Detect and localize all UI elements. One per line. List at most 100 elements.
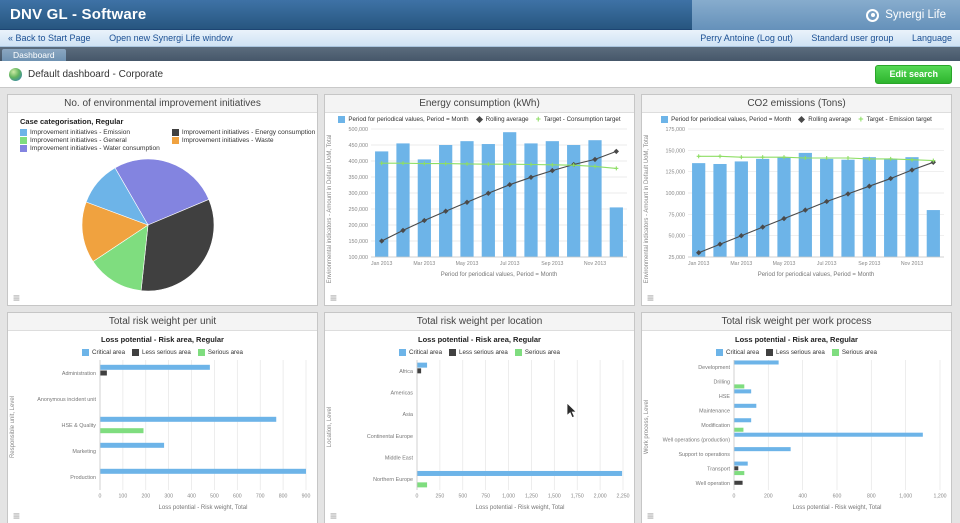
panel-body: Loss potential - Risk area, Regular Crit… bbox=[8, 331, 317, 523]
legend-marker-icon bbox=[171, 129, 179, 136]
legend-item: Less serious area bbox=[132, 349, 191, 356]
legend-marker-icon bbox=[20, 129, 27, 136]
svg-text:200: 200 bbox=[764, 494, 773, 500]
legend-item: Less serious area bbox=[766, 349, 825, 356]
legend-marker-icon bbox=[20, 145, 27, 152]
svg-text:250,000: 250,000 bbox=[349, 207, 369, 213]
legend-label: Rolling average bbox=[485, 116, 529, 123]
dashboard-content: No. of environmental improvement initiat… bbox=[0, 88, 960, 523]
energy-bar-chart: 100,000 150,000 200,000 250,000 300,000 350,0… bbox=[349, 127, 627, 278]
tab-dashboard[interactable]: Dashboard bbox=[2, 49, 66, 61]
panel-menu-button[interactable]: ≡ bbox=[13, 291, 21, 305]
svg-text:HSE & Quality: HSE & Quality bbox=[62, 423, 97, 429]
svg-text:350,000: 350,000 bbox=[349, 175, 369, 181]
svg-text:Sep 2013: Sep 2013 bbox=[858, 261, 880, 267]
legend-item: Improvement initiatives - Energy consump… bbox=[171, 129, 315, 136]
svg-text:Maintenance: Maintenance bbox=[699, 409, 730, 415]
svg-text:Sep 2013: Sep 2013 bbox=[541, 261, 563, 267]
legend-marker-icon bbox=[171, 137, 179, 144]
legend-item: Serious area bbox=[514, 349, 560, 356]
svg-text:Northern Europe: Northern Europe bbox=[373, 477, 413, 483]
breadcrumb-bar: Default dashboard - Corporate Edit searc… bbox=[0, 61, 960, 88]
language-link[interactable]: Language bbox=[911, 33, 952, 43]
svg-text:100: 100 bbox=[119, 494, 128, 500]
svg-text:300: 300 bbox=[164, 494, 173, 500]
svg-text:Jul 2013: Jul 2013 bbox=[817, 261, 837, 267]
breadcrumb: Default dashboard - Corporate bbox=[28, 68, 164, 80]
legend-marker-icon bbox=[514, 349, 522, 356]
svg-text:Development: Development bbox=[698, 365, 730, 371]
legend-marker-icon bbox=[399, 349, 407, 356]
location-legend: Critical area Less serious area Serious ar… bbox=[325, 346, 634, 356]
legend-marker-icon bbox=[831, 349, 839, 356]
svg-text:Transport: Transport bbox=[707, 466, 730, 472]
legend-marker-icon bbox=[82, 349, 90, 356]
svg-text:Loss potential - Risk weight,: Loss potential - Risk weight, Total bbox=[476, 505, 565, 511]
panel-body: Loss potential - Risk area, Regular Crit… bbox=[642, 331, 951, 523]
risk-per-unit-chart: 0 100 200 300 400 500 600 700 800 900 Administrati… bbox=[37, 360, 310, 511]
svg-text:25,000: 25,000 bbox=[669, 255, 686, 261]
panel-menu-button[interactable]: ≡ bbox=[330, 509, 338, 523]
legend-title: Loss potential - Risk area, Regular bbox=[418, 335, 541, 344]
svg-text:1,750: 1,750 bbox=[571, 494, 584, 500]
back-to-start-link[interactable]: « Back to Start Page bbox=[8, 33, 91, 43]
brand-text: Synergi Life bbox=[885, 9, 946, 21]
panel-menu-button[interactable]: ≡ bbox=[647, 291, 655, 305]
synergi-life-logo-icon bbox=[866, 8, 880, 22]
co2-bar-chart: 25,000 50,000 75,000 100,000 125,000 150,000 1… bbox=[666, 127, 944, 278]
panel-title: Total risk weight per location bbox=[325, 313, 634, 331]
panel-title: No. of environmental improvement initiat… bbox=[8, 95, 317, 113]
legend-marker-icon bbox=[661, 116, 669, 123]
legend-item: Improvement initiatives - Emission bbox=[20, 129, 160, 136]
panel-title: Total risk weight per work process bbox=[642, 313, 951, 331]
legend-item: Serious area bbox=[831, 349, 877, 356]
svg-text:0: 0 bbox=[733, 494, 736, 500]
legend-marker-icon bbox=[475, 115, 483, 123]
svg-text:HSE: HSE bbox=[719, 394, 730, 400]
legend-label: Critical area bbox=[726, 349, 760, 356]
user-group-link[interactable]: Standard user group bbox=[811, 33, 894, 43]
legend-label: Target - Consumption target bbox=[543, 116, 621, 123]
legend-label: Target - Emission target bbox=[866, 116, 932, 123]
app-title: DNV GL - Software bbox=[10, 6, 147, 23]
legend-item: + Target - Consumption target bbox=[536, 115, 621, 124]
legend-marker-icon bbox=[338, 116, 346, 123]
svg-text:750: 750 bbox=[481, 494, 490, 500]
app-header: DNV GL - Software Synergi Life bbox=[0, 0, 960, 30]
svg-text:150,000: 150,000 bbox=[349, 239, 369, 245]
svg-text:Loss potential - Risk weight,: Loss potential - Risk weight, Total bbox=[159, 505, 248, 511]
y-axis-label: Work process, Level bbox=[644, 399, 650, 455]
legend-item: Period for periodical values, Period = M… bbox=[661, 116, 791, 123]
svg-text:Support to operations: Support to operations bbox=[678, 452, 730, 458]
panel-body: Period for periodical values, Period = M… bbox=[325, 113, 634, 305]
open-new-window-link[interactable]: Open new Synergi Life window bbox=[109, 33, 233, 43]
svg-text:Middle East: Middle East bbox=[385, 456, 414, 462]
panel-menu-button[interactable]: ≡ bbox=[330, 291, 338, 305]
legend-item: + Target - Emission target bbox=[858, 115, 932, 124]
legend-label: Rolling average bbox=[808, 116, 852, 123]
legend-item: Rolling average bbox=[798, 115, 852, 123]
svg-text:1,250: 1,250 bbox=[525, 494, 538, 500]
legend-item: Rolling average bbox=[475, 115, 529, 123]
svg-text:Mar 2013: Mar 2013 bbox=[730, 261, 752, 267]
panel-body: Case categorisation, Regular Improvement… bbox=[8, 113, 317, 305]
edit-search-button[interactable]: Edit search bbox=[875, 65, 952, 84]
svg-text:2,250: 2,250 bbox=[617, 494, 630, 500]
svg-text:May 2013: May 2013 bbox=[773, 261, 796, 267]
pie-chart bbox=[81, 158, 215, 292]
risk-per-location-chart: 0 250 500 750 1,000 1,250 1,500 1,750 2,000 2,250… bbox=[367, 360, 630, 511]
svg-text:Nov 2013: Nov 2013 bbox=[584, 261, 606, 267]
legend-label: Less serious area bbox=[776, 349, 825, 356]
y-axis-label: Location, Level bbox=[327, 406, 333, 448]
svg-text:1,000: 1,000 bbox=[502, 494, 515, 500]
panel-menu-button[interactable]: ≡ bbox=[13, 509, 21, 523]
legend-item: Critical area bbox=[716, 349, 759, 356]
legend-label: Improvement initiatives - Water consumpt… bbox=[30, 145, 160, 152]
svg-text:Americas: Americas bbox=[391, 391, 414, 397]
panel-title: Energy consumption (kWh) bbox=[325, 95, 634, 113]
panel-menu-button[interactable]: ≡ bbox=[647, 509, 655, 523]
user-logout-link[interactable]: Perry Antoine (Log out) bbox=[700, 33, 793, 43]
svg-text:0: 0 bbox=[416, 494, 419, 500]
legend-title: Loss potential - Risk area, Regular bbox=[101, 335, 224, 344]
